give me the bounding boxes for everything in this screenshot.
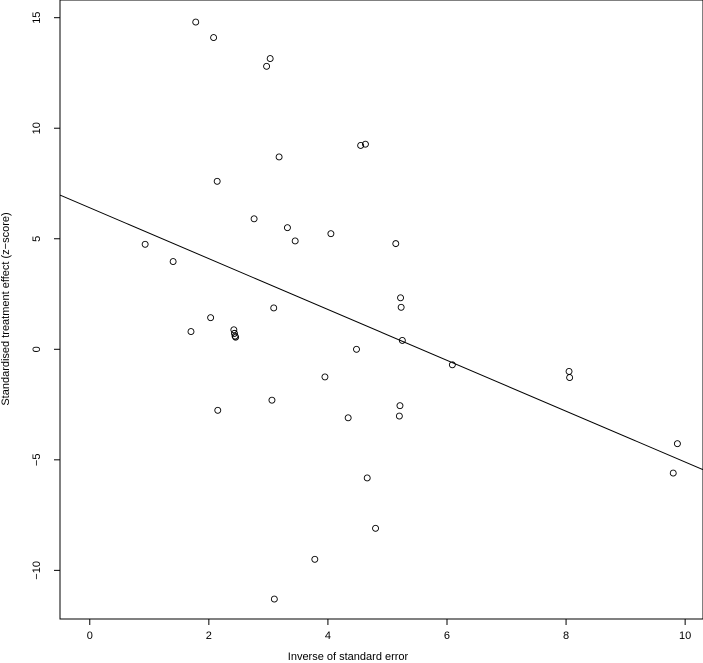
data-point	[344, 414, 352, 422]
data-point	[395, 412, 403, 420]
data-point	[311, 555, 319, 563]
y-tick-label: 0	[31, 346, 43, 352]
x-tick-label: 4	[325, 630, 331, 642]
data-point	[210, 34, 218, 42]
x-tick-label: 6	[444, 630, 450, 642]
data-point	[669, 469, 677, 477]
data-point	[291, 237, 299, 245]
x-tick-label: 8	[563, 630, 569, 642]
regression-line	[59, 194, 703, 471]
y-tick-label: 15	[31, 12, 43, 24]
data-point	[372, 524, 379, 532]
data-point	[361, 140, 369, 148]
y-tick-label: 10	[31, 122, 43, 134]
data-point	[327, 230, 335, 238]
y-tick-label: −5	[31, 454, 43, 467]
data-point	[232, 333, 240, 341]
data-point	[448, 361, 456, 369]
y-tick-label: −10	[31, 561, 43, 580]
data-point	[187, 328, 195, 336]
plot-frame	[59, 0, 703, 620]
x-axis-title: Inverse of standard error	[288, 651, 409, 663]
data-point	[214, 406, 222, 414]
data-point	[673, 440, 681, 448]
data-point	[207, 314, 215, 322]
data-point	[268, 396, 276, 404]
data-points	[141, 18, 681, 603]
data-point	[275, 153, 283, 161]
data-point	[353, 345, 360, 353]
x-tick-label: 2	[206, 630, 212, 642]
data-point	[141, 240, 149, 248]
data-point	[283, 224, 291, 232]
data-point	[321, 373, 329, 381]
data-point	[397, 294, 405, 302]
data-point	[270, 595, 278, 603]
x-tick-label: 0	[87, 630, 93, 642]
data-point	[396, 402, 404, 410]
regression-line-group	[59, 194, 703, 471]
x-tick-label: 10	[679, 630, 691, 642]
x-axis: 0 2 4 6 8 10	[87, 619, 691, 642]
data-point	[357, 142, 365, 149]
data-point	[266, 55, 274, 63]
data-point	[363, 474, 371, 482]
data-point	[397, 303, 405, 311]
data-point	[270, 304, 278, 312]
data-point	[169, 258, 177, 265]
y-axis: 15 10 5 0 −5 −10	[31, 12, 60, 580]
data-point	[230, 329, 238, 337]
data-point	[565, 367, 573, 375]
data-point	[192, 18, 200, 26]
data-point	[566, 374, 574, 382]
data-point	[250, 215, 258, 223]
data-point	[398, 337, 406, 344]
data-point	[263, 62, 271, 70]
data-point	[392, 240, 400, 248]
y-axis-title: Standardised treatment effect (z−score)	[0, 212, 12, 405]
y-tick-label: 5	[31, 236, 43, 242]
data-point	[213, 177, 221, 185]
